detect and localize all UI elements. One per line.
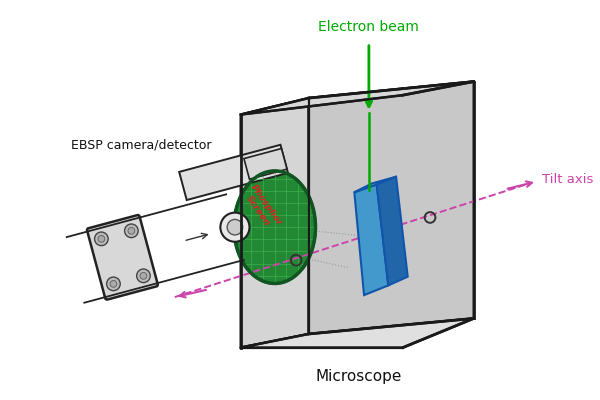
Text: Electron beam: Electron beam [319,20,419,34]
Circle shape [98,236,105,242]
Circle shape [227,220,242,235]
Polygon shape [241,98,309,348]
Polygon shape [355,177,396,192]
Polygon shape [179,145,288,200]
Text: Microscope: Microscope [316,369,403,384]
Polygon shape [241,82,474,114]
Ellipse shape [234,171,316,284]
Text: Tilt axis: Tilt axis [542,173,593,186]
Circle shape [110,280,117,287]
FancyBboxPatch shape [87,215,158,300]
Circle shape [128,228,135,234]
Polygon shape [377,177,408,286]
Polygon shape [244,148,287,179]
Text: Phosphor
Screen: Phosphor Screen [241,182,284,233]
Circle shape [140,272,147,279]
Polygon shape [241,318,474,348]
Circle shape [95,232,108,246]
Polygon shape [355,184,388,295]
Circle shape [220,213,250,242]
Text: EBSP camera/detector: EBSP camera/detector [71,138,211,151]
Circle shape [125,224,138,238]
Circle shape [107,277,120,291]
Polygon shape [309,82,474,334]
Circle shape [137,269,150,283]
